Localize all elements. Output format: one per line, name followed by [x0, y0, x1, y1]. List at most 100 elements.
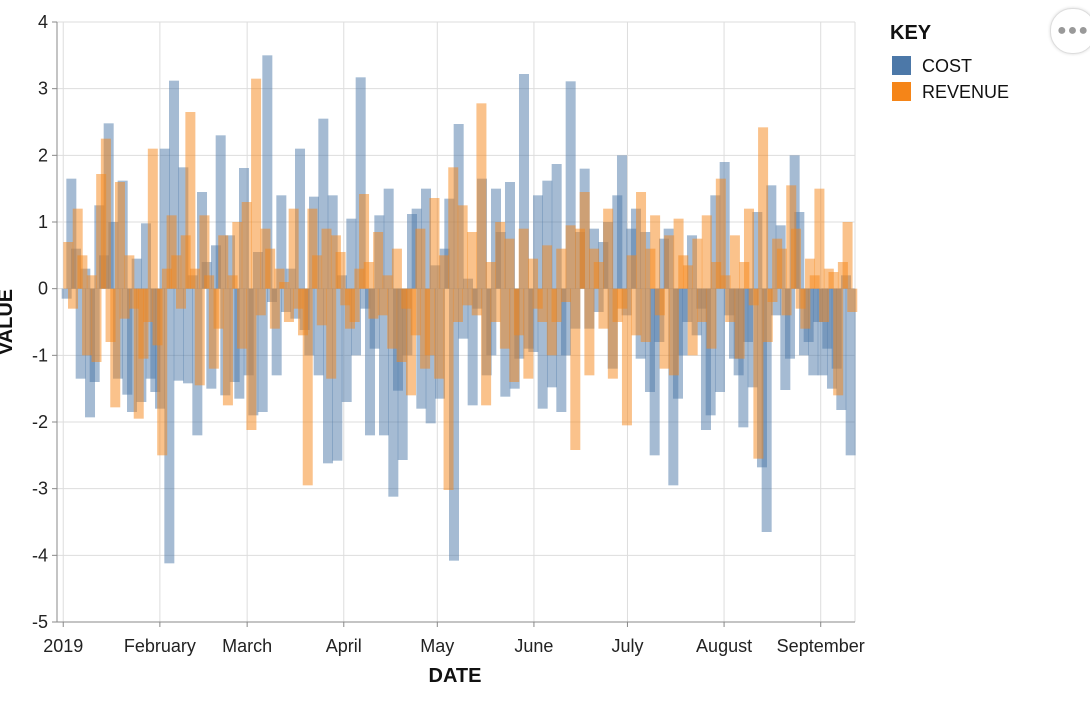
- bar-cost[interactable]: [458, 288, 469, 339]
- bar-revenue[interactable]: [382, 275, 393, 289]
- bar-revenue[interactable]: [528, 258, 539, 289]
- bar-cost[interactable]: [504, 182, 515, 289]
- bar-revenue[interactable]: [725, 288, 736, 322]
- bar-revenue[interactable]: [499, 288, 510, 349]
- bar-revenue[interactable]: [359, 194, 370, 289]
- bar-revenue[interactable]: [373, 232, 384, 289]
- bar-revenue[interactable]: [790, 228, 801, 289]
- bar-cost[interactable]: [183, 288, 194, 384]
- bar-revenue[interactable]: [185, 112, 196, 289]
- bar-cost[interactable]: [682, 288, 693, 322]
- bar-revenue[interactable]: [565, 225, 576, 289]
- bar-cost[interactable]: [467, 288, 478, 406]
- bar-revenue[interactable]: [551, 288, 562, 322]
- bar-cost[interactable]: [341, 288, 352, 402]
- bar-cost[interactable]: [714, 288, 725, 392]
- bar-revenue[interactable]: [776, 248, 787, 289]
- bar-revenue[interactable]: [218, 235, 229, 289]
- bar-revenue[interactable]: [326, 288, 337, 379]
- bar-revenue[interactable]: [68, 288, 79, 309]
- bar-cost[interactable]: [710, 195, 721, 289]
- bar-revenue[interactable]: [448, 167, 459, 289]
- bar-revenue[interactable]: [471, 288, 482, 316]
- bar-cost[interactable]: [649, 288, 660, 456]
- bar-revenue[interactable]: [269, 288, 280, 329]
- bar-revenue[interactable]: [758, 127, 769, 289]
- bar-revenue[interactable]: [241, 202, 252, 289]
- bar-revenue[interactable]: [697, 288, 708, 322]
- bar-revenue[interactable]: [335, 252, 346, 289]
- bar-revenue[interactable]: [513, 288, 524, 336]
- bar-cost[interactable]: [276, 195, 287, 289]
- bar-cost[interactable]: [532, 195, 543, 289]
- bar-cost[interactable]: [784, 288, 795, 359]
- bar-revenue[interactable]: [556, 248, 567, 289]
- bar-revenue[interactable]: [476, 103, 487, 289]
- bar-revenue[interactable]: [434, 288, 445, 379]
- bar-revenue[interactable]: [124, 255, 135, 289]
- bar-cost[interactable]: [141, 223, 152, 289]
- bar-revenue[interactable]: [720, 275, 731, 289]
- bar-cost[interactable]: [383, 188, 394, 289]
- bar-revenue[interactable]: [396, 288, 407, 362]
- bar-revenue[interactable]: [255, 288, 266, 316]
- bar-revenue[interactable]: [63, 242, 74, 289]
- bar-cost[interactable]: [346, 218, 357, 289]
- bar-cost[interactable]: [178, 167, 189, 289]
- bar-revenue[interactable]: [279, 282, 290, 289]
- bar-revenue[interactable]: [805, 258, 816, 289]
- bar-revenue[interactable]: [143, 288, 154, 322]
- bar-revenue[interactable]: [368, 288, 379, 319]
- bar-revenue[interactable]: [391, 248, 402, 289]
- bar-revenue[interactable]: [387, 288, 398, 349]
- bar-revenue[interactable]: [190, 268, 201, 289]
- bar-revenue[interactable]: [377, 288, 388, 316]
- bar-revenue[interactable]: [523, 288, 534, 379]
- bar-cost[interactable]: [616, 155, 627, 289]
- bar-revenue[interactable]: [664, 235, 675, 289]
- bar-revenue[interactable]: [86, 275, 97, 289]
- bar-cost[interactable]: [164, 288, 175, 564]
- bar-cost[interactable]: [271, 288, 282, 376]
- bar-cost[interactable]: [127, 288, 138, 412]
- bar-revenue[interactable]: [462, 288, 473, 306]
- bar-revenue[interactable]: [157, 288, 168, 456]
- bar-cost[interactable]: [355, 77, 366, 289]
- bar-revenue[interactable]: [593, 262, 604, 289]
- bar-cost[interactable]: [388, 288, 399, 497]
- bar-revenue[interactable]: [452, 288, 463, 322]
- bar-cost[interactable]: [169, 80, 180, 289]
- bar-revenue[interactable]: [687, 288, 698, 356]
- bar-revenue[interactable]: [288, 208, 299, 289]
- bar-revenue[interactable]: [91, 288, 102, 362]
- bar-revenue[interactable]: [251, 78, 262, 289]
- bar-cost[interactable]: [225, 235, 236, 289]
- bar-revenue[interactable]: [650, 215, 661, 289]
- bar-revenue[interactable]: [753, 288, 764, 459]
- bar-cost[interactable]: [215, 135, 226, 289]
- bar-revenue[interactable]: [537, 288, 548, 322]
- bar-cost[interactable]: [379, 288, 390, 436]
- bar-cost[interactable]: [808, 288, 819, 376]
- bar-revenue[interactable]: [495, 222, 506, 289]
- bar-cost[interactable]: [108, 222, 119, 289]
- bar-revenue[interactable]: [175, 288, 186, 309]
- bar-revenue[interactable]: [307, 208, 318, 289]
- more-options-button[interactable]: ●●●: [1050, 8, 1090, 54]
- bar-revenue[interactable]: [100, 138, 111, 289]
- bar-cost[interactable]: [61, 288, 72, 299]
- bar-revenue[interactable]: [715, 178, 726, 289]
- bar-revenue[interactable]: [603, 208, 614, 289]
- bar-revenue[interactable]: [321, 228, 332, 289]
- bar-revenue[interactable]: [682, 265, 693, 289]
- bar-revenue[interactable]: [199, 215, 210, 289]
- bar-revenue[interactable]: [579, 192, 590, 289]
- bar-revenue[interactable]: [110, 288, 121, 408]
- bar-cost[interactable]: [313, 288, 324, 376]
- bar-cost[interactable]: [173, 288, 184, 381]
- bar-revenue[interactable]: [138, 288, 149, 359]
- bar-cost[interactable]: [66, 178, 77, 289]
- bar-revenue[interactable]: [560, 288, 571, 302]
- bar-cost[interactable]: [421, 188, 432, 289]
- bar-cost[interactable]: [560, 288, 571, 356]
